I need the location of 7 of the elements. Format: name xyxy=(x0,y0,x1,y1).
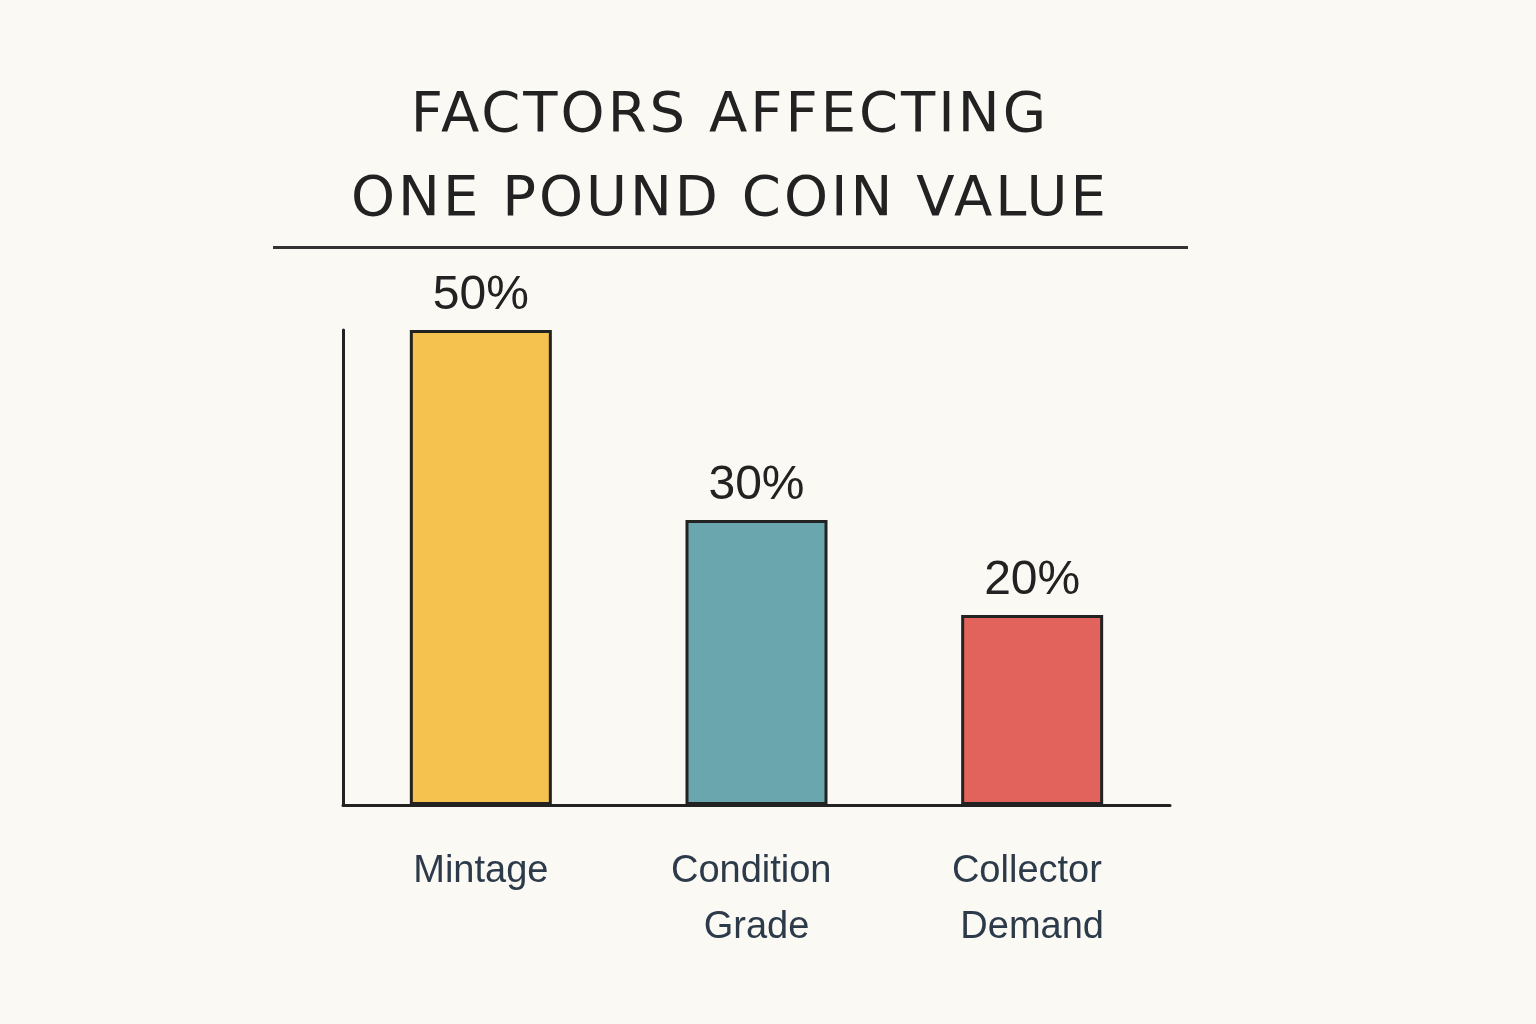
chart-title: FACTORS AFFECTING ONE POUND COIN VALUE xyxy=(350,78,1110,230)
x-tick-label: Condition Grade xyxy=(670,848,843,946)
data-label: 50% xyxy=(432,265,529,319)
data-label: 30% xyxy=(708,455,805,509)
data-label: 20% xyxy=(984,550,1081,604)
x-tick-label: Collector Demand xyxy=(951,848,1113,946)
x-tick-label: Mintage xyxy=(413,848,549,890)
